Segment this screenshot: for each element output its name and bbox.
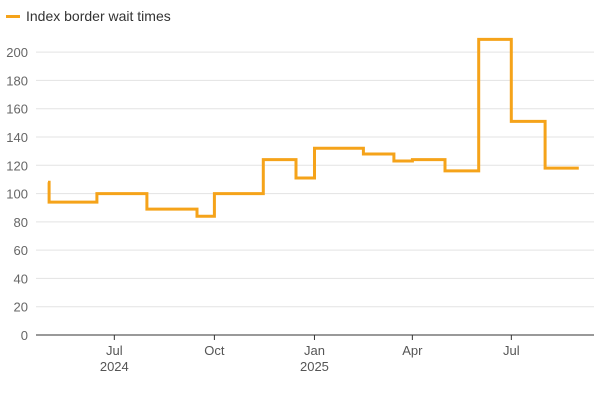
- x-tick-year-label: 2024: [100, 359, 129, 374]
- x-tick-label: Jul: [106, 343, 123, 358]
- x-tick-label: Oct: [204, 343, 225, 358]
- series-line: [47, 37, 579, 218]
- y-tick-label: 120: [6, 158, 28, 173]
- x-tick-label: Jan: [304, 343, 325, 358]
- y-tick-label: 160: [6, 102, 28, 117]
- x-tick-year-label: 2025: [300, 359, 329, 374]
- y-tick-label: 180: [6, 73, 28, 88]
- legend-swatch: [6, 14, 20, 18]
- y-tick-label: 140: [6, 130, 28, 145]
- y-tick-label: 0: [21, 328, 28, 343]
- y-tick-label: 60: [14, 243, 28, 258]
- legend-label: Index border wait times: [26, 8, 171, 24]
- y-tick-label: 100: [6, 187, 28, 202]
- y-tick-label: 200: [6, 45, 28, 60]
- y-tick-label: 40: [14, 271, 28, 286]
- y-tick-label: 20: [14, 300, 28, 315]
- x-tick-label: Apr: [402, 343, 423, 358]
- x-tick-label: Jul: [503, 343, 520, 358]
- legend: Index border wait times: [6, 8, 171, 24]
- y-tick-label: 80: [14, 215, 28, 230]
